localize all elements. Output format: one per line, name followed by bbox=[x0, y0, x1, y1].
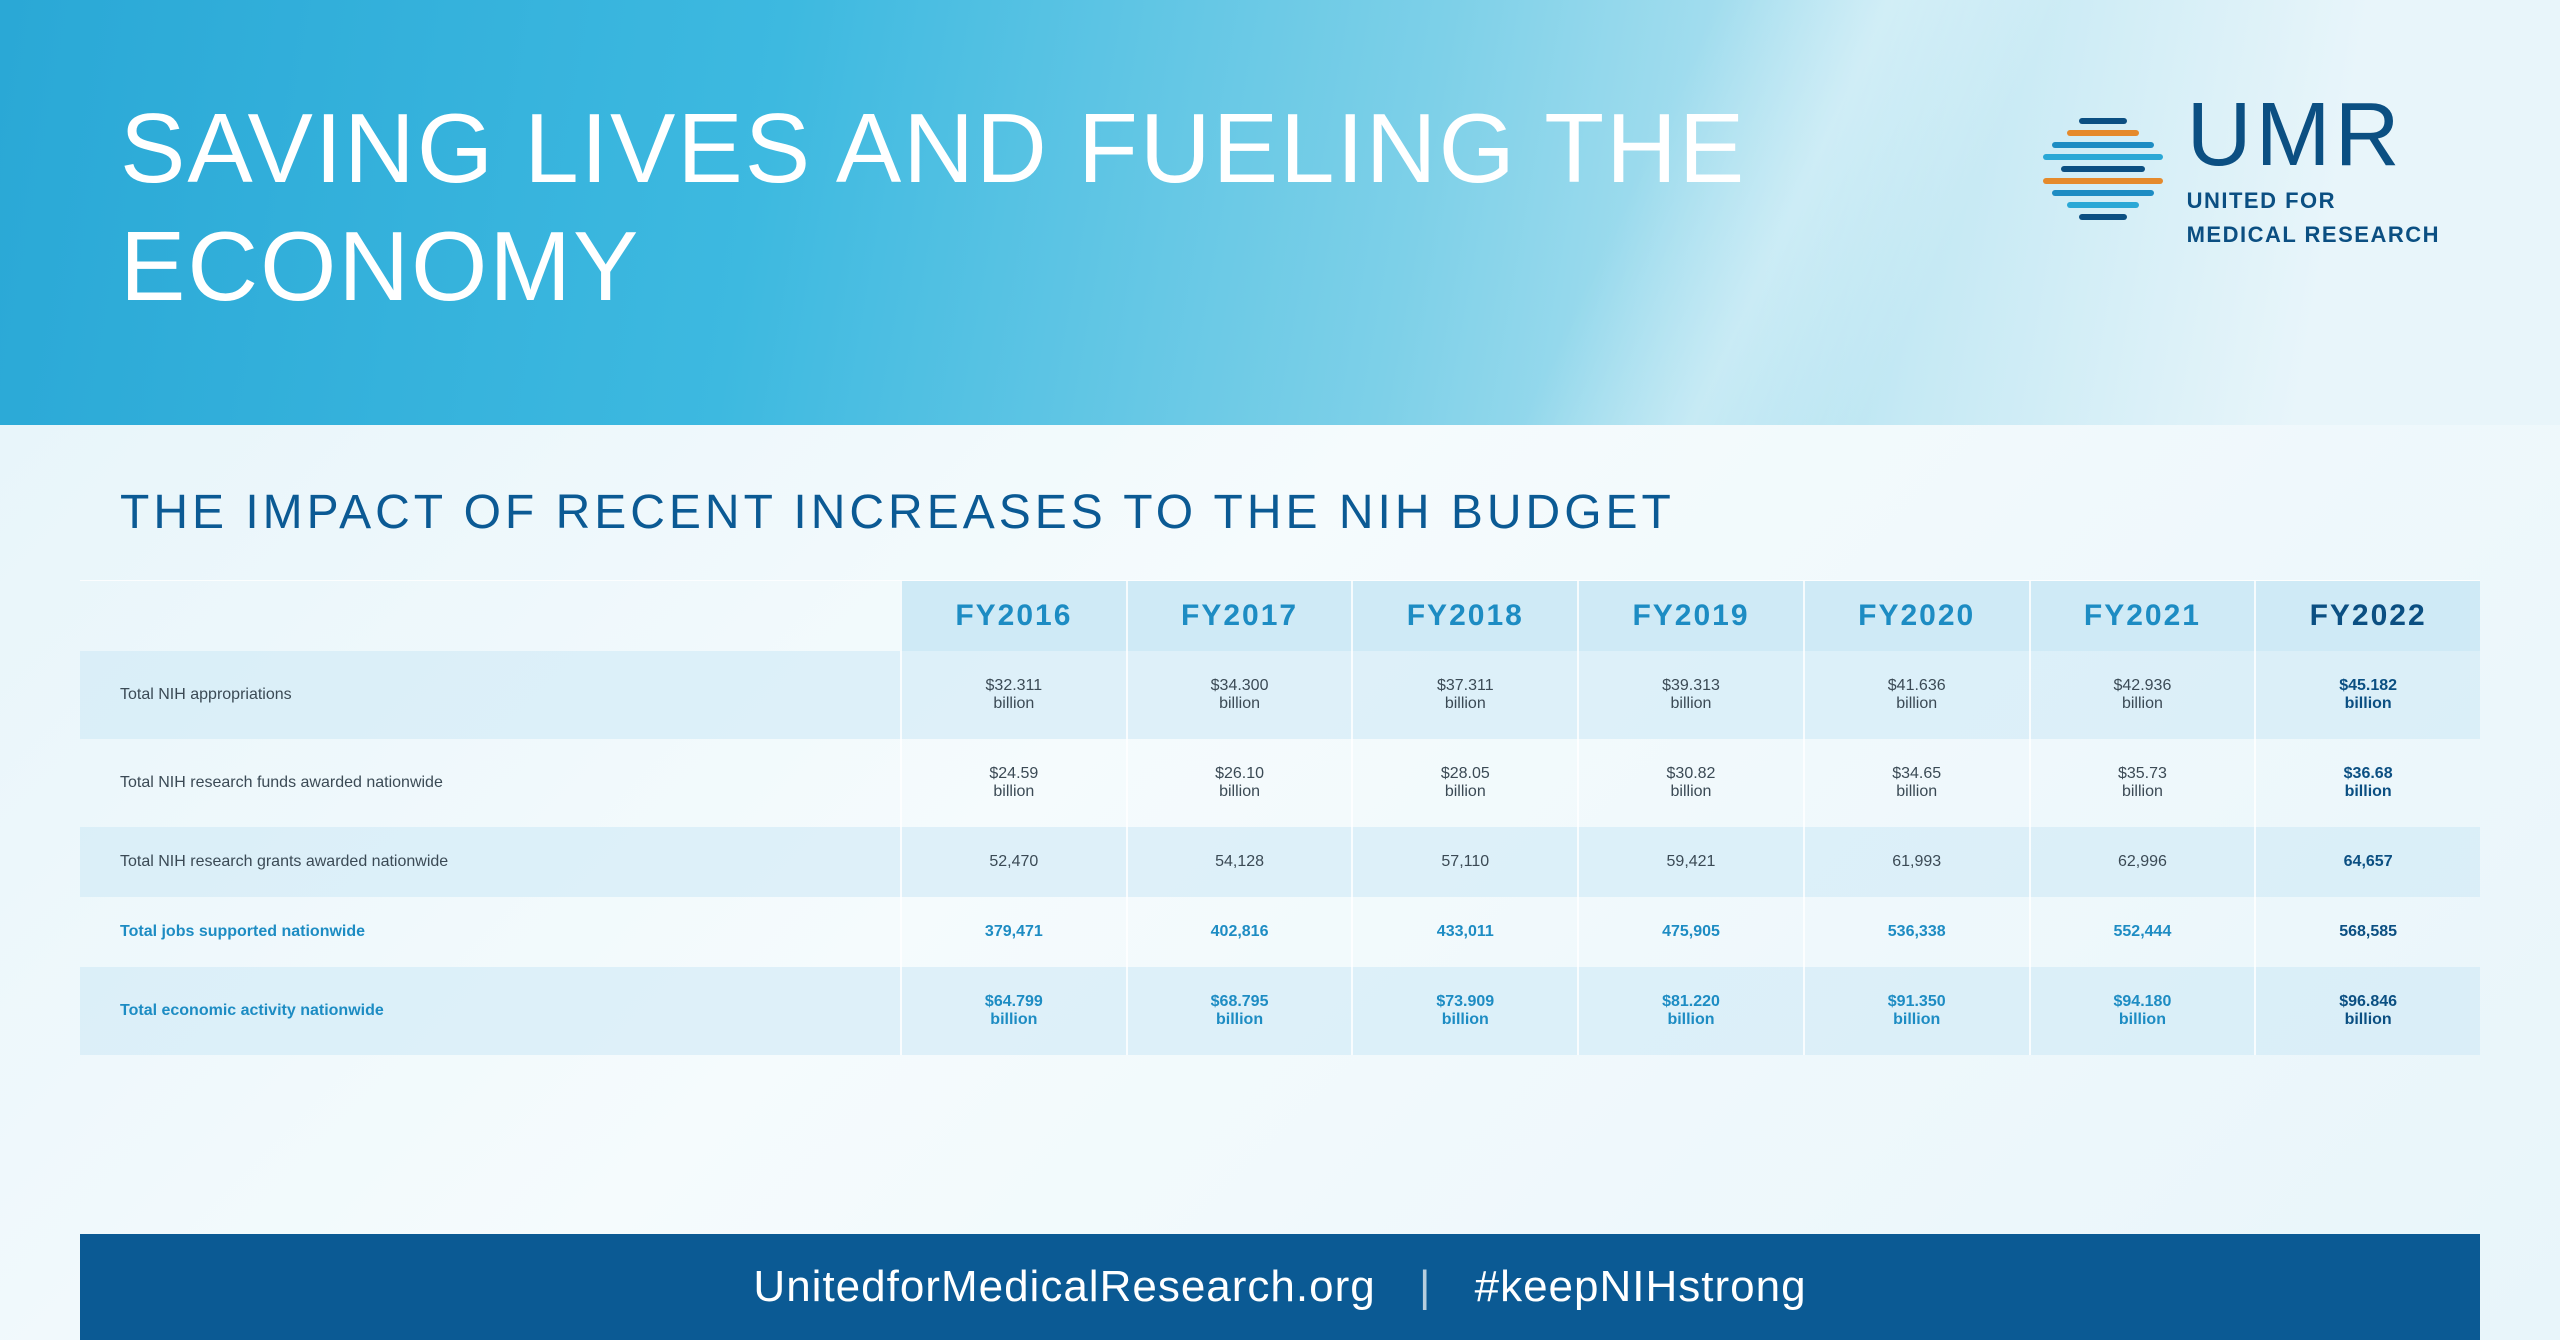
logo-line bbox=[2052, 142, 2154, 148]
table-header: FY2022 bbox=[2254, 581, 2480, 651]
table-cell: 64,657 bbox=[2254, 827, 2480, 897]
table-cell: 552,444 bbox=[2029, 897, 2255, 967]
table-cell: 379,471 bbox=[900, 897, 1126, 967]
footer-bar: UnitedforMedicalResearch.org | #keepNIHs… bbox=[80, 1234, 2480, 1340]
table-row-label: Total NIH research funds awarded nationw… bbox=[80, 739, 900, 827]
content-body: THE IMPACT OF RECENT INCREASES TO THE NI… bbox=[0, 425, 2560, 1340]
table-cell: $30.82billion bbox=[1577, 739, 1803, 827]
table-cell: 475,905 bbox=[1577, 897, 1803, 967]
table-cell: $42.936billion bbox=[2029, 651, 2255, 739]
table-row-label: Total economic activity nationwide bbox=[80, 967, 900, 1055]
table-cell: $32.311billion bbox=[900, 651, 1126, 739]
table-header: FY2020 bbox=[1803, 581, 2029, 651]
umr-logo-tagline-line2: MEDICAL RESEARCH bbox=[2187, 222, 2440, 248]
table-cell: $34.65billion bbox=[1803, 739, 2029, 827]
table-cell: 52,470 bbox=[900, 827, 1126, 897]
table-cell: $68.795billion bbox=[1126, 967, 1352, 1055]
table-cell: $81.220billion bbox=[1577, 967, 1803, 1055]
table-cell: $73.909billion bbox=[1351, 967, 1577, 1055]
table-cell: $28.05billion bbox=[1351, 739, 1577, 827]
logo-line bbox=[2043, 154, 2163, 160]
umr-logo-acronym: UMR bbox=[2187, 90, 2440, 180]
table-cell: 61,993 bbox=[1803, 827, 2029, 897]
subtitle: THE IMPACT OF RECENT INCREASES TO THE NI… bbox=[120, 485, 2440, 540]
logo-line bbox=[2043, 178, 2163, 184]
table-cell: $26.10billion bbox=[1126, 739, 1352, 827]
table-cell: $91.350billion bbox=[1803, 967, 2029, 1055]
logo-line bbox=[2052, 190, 2154, 196]
table-cell: 568,585 bbox=[2254, 897, 2480, 967]
umr-logo-text: UMR UNITED FOR MEDICAL RESEARCH bbox=[2187, 90, 2440, 249]
table-cell: 59,421 bbox=[1577, 827, 1803, 897]
logo-line bbox=[2067, 130, 2139, 136]
logo-line bbox=[2079, 118, 2127, 124]
table-cell: $45.182billion bbox=[2254, 651, 2480, 739]
table-cell: 54,128 bbox=[1126, 827, 1352, 897]
table-cell: $39.313billion bbox=[1577, 651, 1803, 739]
table-cell: 536,338 bbox=[1803, 897, 2029, 967]
table-header-empty bbox=[80, 581, 900, 651]
table-header: FY2018 bbox=[1351, 581, 1577, 651]
header-banner: SAVING LIVES AND FUELING THE ECONOMY UMR… bbox=[0, 0, 2560, 425]
table-cell: 57,110 bbox=[1351, 827, 1577, 897]
table-row-label: Total jobs supported nationwide bbox=[80, 897, 900, 967]
footer-separator: | bbox=[1419, 1262, 1431, 1311]
main-title: SAVING LIVES AND FUELING THE ECONOMY bbox=[120, 90, 1820, 325]
table-header: FY2017 bbox=[1126, 581, 1352, 651]
logo-line bbox=[2079, 214, 2127, 220]
table-header: FY2019 bbox=[1577, 581, 1803, 651]
budget-impact-table: FY2016FY2017FY2018FY2019FY2020FY2021FY20… bbox=[80, 580, 2480, 1055]
table-cell: 62,996 bbox=[2029, 827, 2255, 897]
table-row-label: Total NIH appropriations bbox=[80, 651, 900, 739]
table-cell: 433,011 bbox=[1351, 897, 1577, 967]
infographic: SAVING LIVES AND FUELING THE ECONOMY UMR… bbox=[0, 0, 2560, 1340]
table-row-label: Total NIH research grants awarded nation… bbox=[80, 827, 900, 897]
table-cell: $34.300billion bbox=[1126, 651, 1352, 739]
logo-line bbox=[2061, 166, 2145, 172]
umr-logo-mark-icon bbox=[2043, 99, 2163, 239]
table-cell: $36.68billion bbox=[2254, 739, 2480, 827]
umr-logo-tagline-line1: UNITED FOR bbox=[2187, 188, 2440, 214]
footer-url: UnitedforMedicalResearch.org bbox=[753, 1262, 1375, 1311]
table-cell: $35.73billion bbox=[2029, 739, 2255, 827]
table-header: FY2016 bbox=[900, 581, 1126, 651]
footer-hashtag: #keepNIHstrong bbox=[1475, 1262, 1807, 1311]
table-header: FY2021 bbox=[2029, 581, 2255, 651]
table-cell: $37.311billion bbox=[1351, 651, 1577, 739]
logo-line bbox=[2067, 202, 2139, 208]
table-cell: $24.59billion bbox=[900, 739, 1126, 827]
table-cell: $41.636billion bbox=[1803, 651, 2029, 739]
table-cell: 402,816 bbox=[1126, 897, 1352, 967]
table-cell: $94.180billion bbox=[2029, 967, 2255, 1055]
table-cell: $64.799billion bbox=[900, 967, 1126, 1055]
table-cell: $96.846billion bbox=[2254, 967, 2480, 1055]
umr-logo: UMR UNITED FOR MEDICAL RESEARCH bbox=[2043, 90, 2440, 249]
